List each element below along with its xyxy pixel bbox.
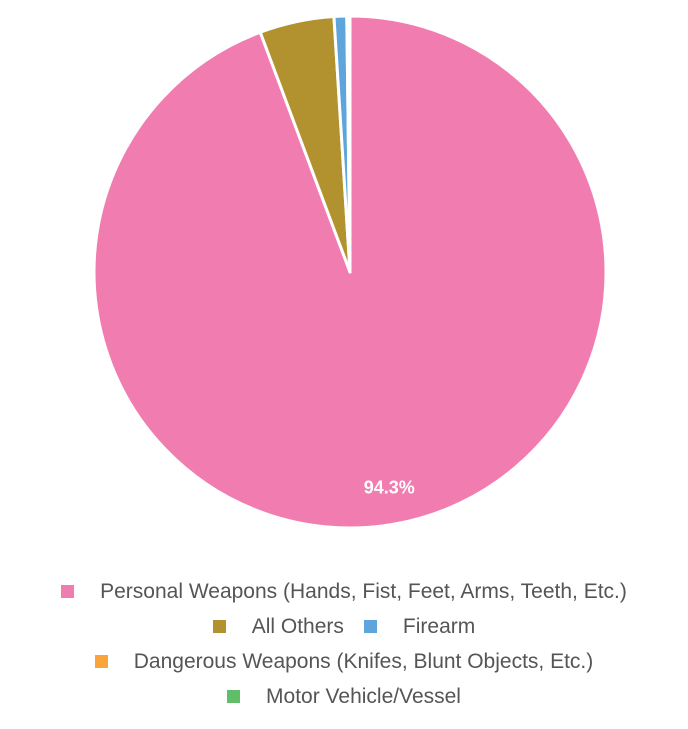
legend-swatch: [61, 585, 75, 598]
legend: Personal Weapons (Hands, Fist, Feet, Arm…: [0, 574, 688, 714]
legend-label: Firearm: [402, 614, 476, 638]
legend-item[interactable]: All Others: [212, 614, 344, 639]
legend-row: Dangerous Weapons (Knifes, Blunt Objects…: [0, 644, 688, 679]
legend-swatch: [212, 620, 226, 633]
legend-row: All Others Firearm: [0, 609, 688, 644]
legend-row: Motor Vehicle/Vessel: [0, 679, 688, 714]
legend-label: All Others: [251, 614, 344, 638]
legend-item[interactable]: Dangerous Weapons (Knifes, Blunt Objects…: [94, 649, 594, 674]
legend-row: Personal Weapons (Hands, Fist, Feet, Arm…: [0, 574, 688, 609]
legend-item[interactable]: Firearm: [363, 614, 476, 639]
pie-slice[interactable]: [346, 14, 352, 274]
legend-swatch: [227, 690, 241, 703]
pie-chart: 94.3%: [92, 14, 608, 530]
legend-swatch: [94, 655, 108, 668]
legend-swatch: [363, 620, 377, 633]
slice-data-label: 94.3%: [364, 477, 415, 497]
legend-label: Motor Vehicle/Vessel: [266, 684, 461, 708]
legend-item[interactable]: Motor Vehicle/Vessel: [227, 685, 461, 709]
legend-label: Dangerous Weapons (Knifes, Blunt Objects…: [133, 649, 594, 673]
legend-item[interactable]: Personal Weapons (Hands, Fist, Feet, Arm…: [61, 580, 627, 604]
legend-label: Personal Weapons (Hands, Fist, Feet, Arm…: [100, 579, 627, 603]
